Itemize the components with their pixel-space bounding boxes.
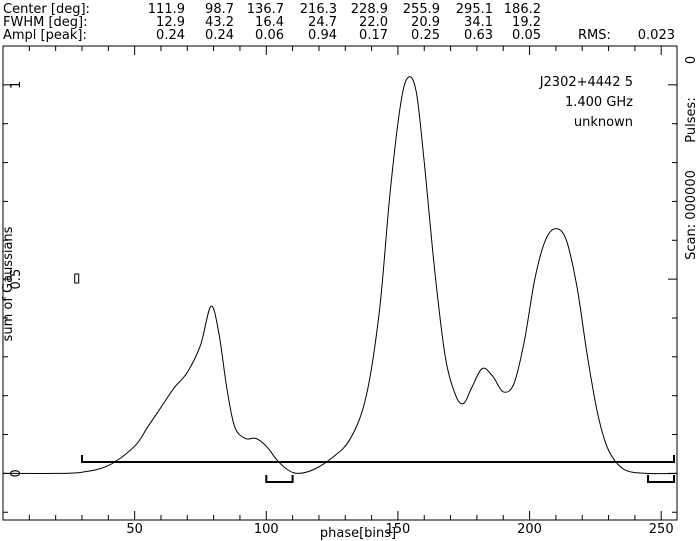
x-tick-label: 200 — [517, 522, 542, 537]
header-value: 19.2 — [512, 15, 541, 30]
x-axis-label: phase[bins] — [320, 526, 396, 541]
scan-label: Scan: 000000 — [684, 170, 697, 260]
component-brackets — [80, 455, 675, 483]
x-tick-label: 100 — [254, 522, 279, 537]
header-value: 0.05 — [512, 28, 541, 43]
plot-frame — [2, 45, 678, 521]
y-tick-label: 0.5 — [9, 269, 24, 290]
status-label: unknown — [574, 115, 633, 130]
pulses-value: 0 — [684, 56, 697, 64]
header-value: 216.3 — [300, 2, 337, 17]
header-row-fwhm-label: FWHM [deg]: — [3, 15, 87, 30]
header-value: 24.7 — [308, 15, 337, 30]
marker-box — [74, 273, 80, 284]
header-value: 0.24 — [205, 28, 234, 43]
header-value: 0.06 — [255, 28, 284, 43]
header-value: 20.9 — [411, 15, 440, 30]
y-tick-label: 1 — [9, 81, 24, 89]
x-tick-label: 150 — [386, 522, 411, 537]
x-tick-label: 50 — [126, 522, 143, 537]
header-value: 255.9 — [403, 2, 440, 17]
component-bracket — [647, 475, 675, 483]
header-value: 186.2 — [504, 2, 541, 17]
profile-line — [2, 76, 678, 475]
header-value: 0.63 — [464, 28, 493, 43]
header-row-center-label: Center [deg]: — [3, 2, 90, 17]
header-value: 0.25 — [411, 28, 440, 43]
frequency-label: 1.400 GHz — [565, 95, 633, 110]
component-bracket — [265, 475, 294, 483]
header-row-ampl-label: Ampl [peak]: — [3, 28, 87, 43]
header-value: 0.24 — [156, 28, 185, 43]
header-value: 228.9 — [351, 2, 388, 17]
header-value: 0.17 — [359, 28, 388, 43]
header-value: 0.94 — [308, 28, 337, 43]
gaussian-fit-table: Center [deg]: FWHM [deg]: Ampl [peak]: 1… — [3, 2, 675, 43]
header-value: 111.9 — [148, 2, 185, 17]
header-value: 12.9 — [156, 15, 185, 30]
header-value: 98.7 — [205, 2, 234, 17]
rms-value: 0.023 — [638, 28, 675, 43]
rms-label: RMS: — [578, 28, 611, 43]
header-value: 295.1 — [456, 2, 493, 17]
component-bracket — [80, 455, 675, 463]
header-value: 22.0 — [359, 15, 388, 30]
header-value: 43.2 — [205, 15, 234, 30]
profile-series — [2, 76, 678, 475]
pulses-label: Pulses: — [684, 97, 697, 142]
y-axis-label: sum of Gaussians — [1, 226, 16, 341]
header-value: 16.4 — [255, 15, 284, 30]
header-value: 136.7 — [247, 2, 284, 17]
x-tick-label: 250 — [649, 522, 674, 537]
marker-layer — [74, 273, 80, 284]
header-value: 34.1 — [464, 15, 493, 30]
source-name: J2302+4442 5 — [539, 75, 633, 90]
